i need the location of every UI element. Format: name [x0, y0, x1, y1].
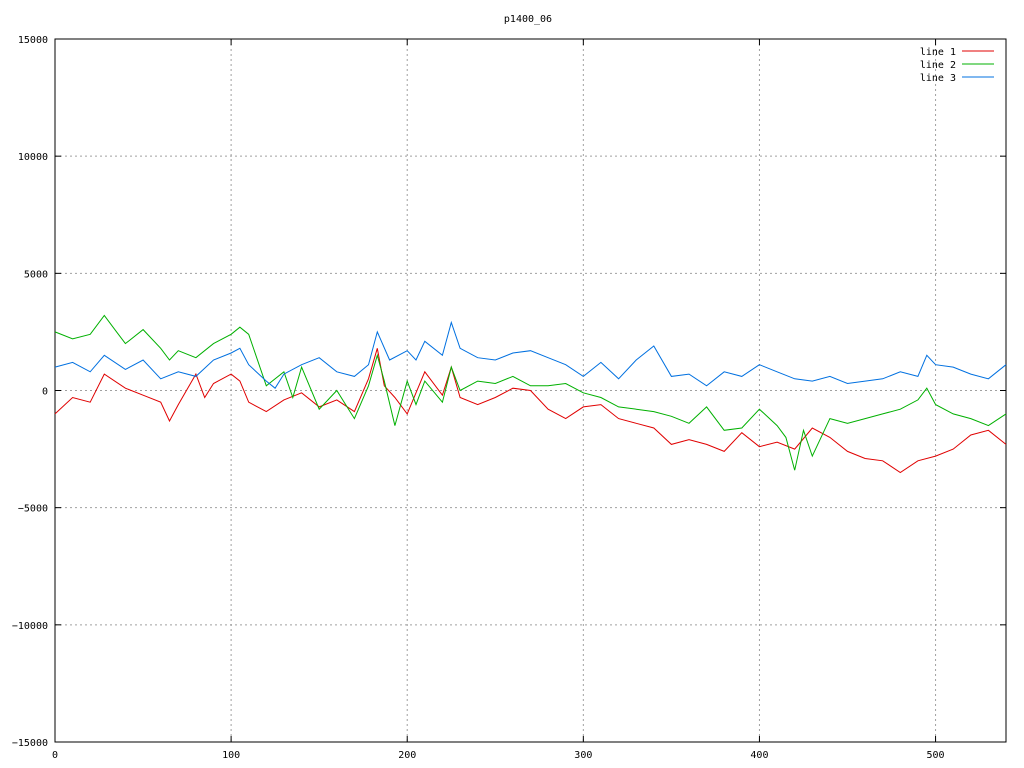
x-tick-label: 100 [222, 750, 240, 761]
y-tick-label: −15000 [12, 738, 48, 749]
legend-label: line 1 [920, 47, 956, 58]
y-tick-label: 15000 [18, 35, 48, 46]
y-tick-label: 0 [42, 387, 48, 398]
y-tick-label: −5000 [18, 504, 48, 515]
series-line-1 [54, 348, 1007, 474]
x-tick-label: 300 [574, 750, 592, 761]
legend-label: line 3 [920, 73, 956, 84]
chart-title: p1400_06 [504, 14, 552, 25]
legend-label: line 2 [920, 60, 956, 71]
x-tick-label: 400 [750, 750, 768, 761]
series-group [54, 314, 1007, 474]
x-tick-label: 500 [927, 750, 945, 761]
y-tick-label: 10000 [18, 152, 48, 163]
y-tick-label: 5000 [24, 269, 48, 280]
series-line-3 [54, 320, 1007, 389]
y-tick-label: −10000 [12, 621, 48, 632]
x-tick-label: 200 [398, 750, 416, 761]
x-tick-label: 0 [52, 750, 58, 761]
x-axis: 0 100 200 300 400 500 [52, 39, 945, 761]
series-line-2 [54, 314, 1007, 471]
y-axis: −15000 −10000 −5000 0 5000 10000 15000 [12, 35, 1006, 749]
legend: line 1 line 2 line 3 [920, 47, 994, 84]
